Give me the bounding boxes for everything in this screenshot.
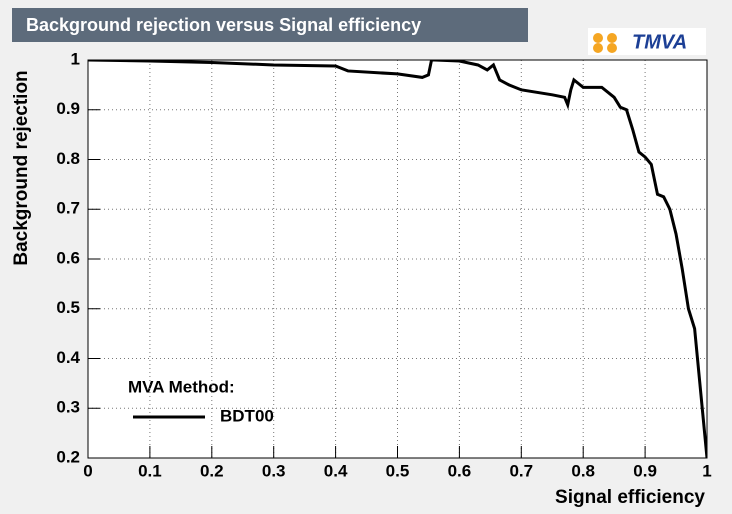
logo-text: TMVA (632, 31, 687, 53)
x-tick-label: 0.8 (571, 461, 595, 480)
x-tick-label: 0.6 (448, 461, 472, 480)
y-tick-label: 0.4 (56, 348, 80, 367)
x-tick-label: 0 (83, 461, 92, 480)
x-tick-label: 0.9 (633, 461, 657, 480)
y-tick-label: 0.5 (56, 298, 80, 317)
y-tick-label: 1 (71, 49, 80, 68)
y-tick-label: 0.2 (56, 447, 80, 466)
x-tick-label: 1 (702, 461, 711, 480)
x-tick-label: 0.1 (138, 461, 162, 480)
x-tick-label: 0.4 (324, 461, 348, 480)
y-tick-label: 0.6 (56, 248, 80, 267)
legend-label: BDT00 (220, 406, 274, 425)
legend-title: MVA Method: (128, 377, 235, 396)
x-tick-label: 0.5 (386, 461, 410, 480)
plot-frame (87, 59, 708, 459)
y-tick-label: 0.7 (56, 199, 80, 218)
logo: TMVA (588, 28, 706, 55)
x-tick-label: 0.3 (262, 461, 286, 480)
x-tick-label: 0.2 (200, 461, 224, 480)
y-axis-label: Background rejection (11, 70, 32, 265)
chart-title: Background rejection versus Signal effic… (26, 15, 421, 35)
y-tick-label: 0.9 (56, 99, 80, 118)
plot-area (88, 60, 707, 458)
x-tick-label: 0.7 (509, 461, 533, 480)
y-tick-label: 0.8 (56, 149, 80, 168)
x-axis-label: Signal efficiency (555, 487, 705, 508)
y-tick-label: 0.3 (56, 398, 80, 417)
line-series (88, 60, 707, 458)
title-box (12, 8, 528, 42)
